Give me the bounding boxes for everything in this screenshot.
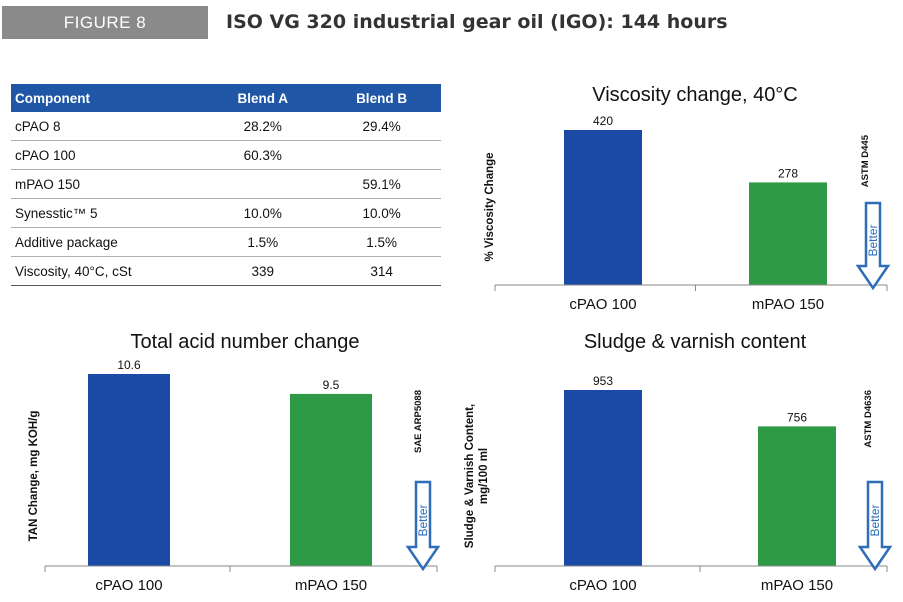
table-row: cPAO 100 60.3% [11,140,441,170]
table-cell-blend-a: 1.5% [203,227,323,257]
table-cell-component: mPAO 150 [11,169,204,199]
x-tick-label: mPAO 150 [295,577,367,594]
table-cell-blend-a: 339 [203,256,323,286]
chart-svg: Sludge & varnish content Sludge & Varnish… [464,331,893,594]
test-standard-label: ASTM D445 [860,134,871,187]
table-cell-component: Synesstic™ 5 [11,198,204,228]
y-axis-label-line: Sludge & Varnish Content, [464,404,476,548]
data-label: 756 [787,410,807,424]
data-label: 10.6 [117,358,141,372]
sludge-varnish-chart: Sludge & varnish content Sludge & Varnish… [455,322,895,602]
chart-svg: Total acid number change TAN Change, mg K… [28,331,441,594]
test-standard-label: ASTM D4636 [863,390,874,448]
chart-title: Sludge & varnish content [584,331,807,353]
data-label: 953 [593,374,613,388]
table-cell-blend-b: 29.4% [322,112,441,141]
bar-mpao-150 [749,182,827,285]
y-axis-label: % Viscosity Change [484,152,496,261]
test-standard-label: SAE ARP5088 [413,390,424,453]
table-cell-blend-a: 10.0% [203,198,323,228]
x-tick-label: cPAO 100 [569,577,636,594]
chart-svg: Viscosity change, 40°C % Viscosity Change… [484,84,891,313]
table-cell-blend-a: 60.3% [203,140,323,170]
better-arrow-icon [405,480,441,572]
data-label: 420 [593,114,613,128]
bar-mpao-150 [290,393,372,566]
viscosity-change-chart: Viscosity change, 40°C % Viscosity Change… [455,75,895,315]
table-cell-blend-b: 1.5% [322,227,441,257]
better-arrow-icon [857,480,893,572]
y-axis-label-line: mg/100 ml [478,448,490,504]
bar-cpao-100 [564,130,642,285]
tan-change-chart: Total acid number change TAN Change, mg K… [5,322,445,602]
chart-title: Total acid number change [130,331,359,353]
table-header-row: Component Blend A Blend B [11,84,441,112]
column-header-blend-a: Blend A [203,84,323,112]
x-tick-label: mPAO 150 [752,296,824,313]
better-arrow-icon [855,201,891,291]
table-cell-blend-b: 314 [322,256,441,286]
data-label: 278 [778,166,798,180]
column-header-component: Component [11,84,204,112]
bar-cpao-100 [564,390,642,566]
figure-title: ISO VG 320 industrial gear oil (IGO): 14… [226,11,728,33]
figure-label: FIGURE 8 [2,6,208,39]
table-cell-blend-a [203,169,323,199]
table-cell-blend-a: 28.2% [203,112,323,141]
x-tick-label: cPAO 100 [569,296,636,313]
chart-title: Viscosity change, 40°C [592,84,798,106]
table-cell-blend-b: 59.1% [322,169,441,199]
y-axis-label-group: Sludge & Varnish Content, mg/100 ml [464,404,490,548]
table-cell-blend-b [322,140,441,170]
table-cell-component: Viscosity, 40°C, cSt [11,256,204,286]
table-cell-component: cPAO 8 [11,112,204,141]
better-arrow-label: Better [868,504,882,536]
table-cell-component: cPAO 100 [11,140,204,170]
x-tick-label: mPAO 150 [761,577,833,594]
data-label: 9.5 [323,378,340,392]
table-cell-component: Additive package [11,227,204,257]
table-cell-blend-b: 10.0% [322,198,441,228]
composition-table: Component Blend A Blend B cPAO 8 28.2% 2… [11,84,441,286]
table-row: Synesstic™ 5 10.0% 10.0% [11,198,441,228]
x-tick-label: cPAO 100 [95,577,162,594]
better-arrow-label: Better [866,224,880,256]
table-row: mPAO 150 59.1% [11,169,441,199]
better-arrow-label: Better [416,504,430,536]
table-row: Additive package 1.5% 1.5% [11,227,441,257]
table-row: Viscosity, 40°C, cSt 339 314 [11,256,441,286]
bar-mpao-150 [758,426,836,566]
bar-cpao-100 [88,374,170,566]
y-axis-label: TAN Change, mg KOH/g [28,411,40,542]
column-header-blend-b: Blend B [322,84,441,112]
table-row: cPAO 8 28.2% 29.4% [11,112,441,141]
